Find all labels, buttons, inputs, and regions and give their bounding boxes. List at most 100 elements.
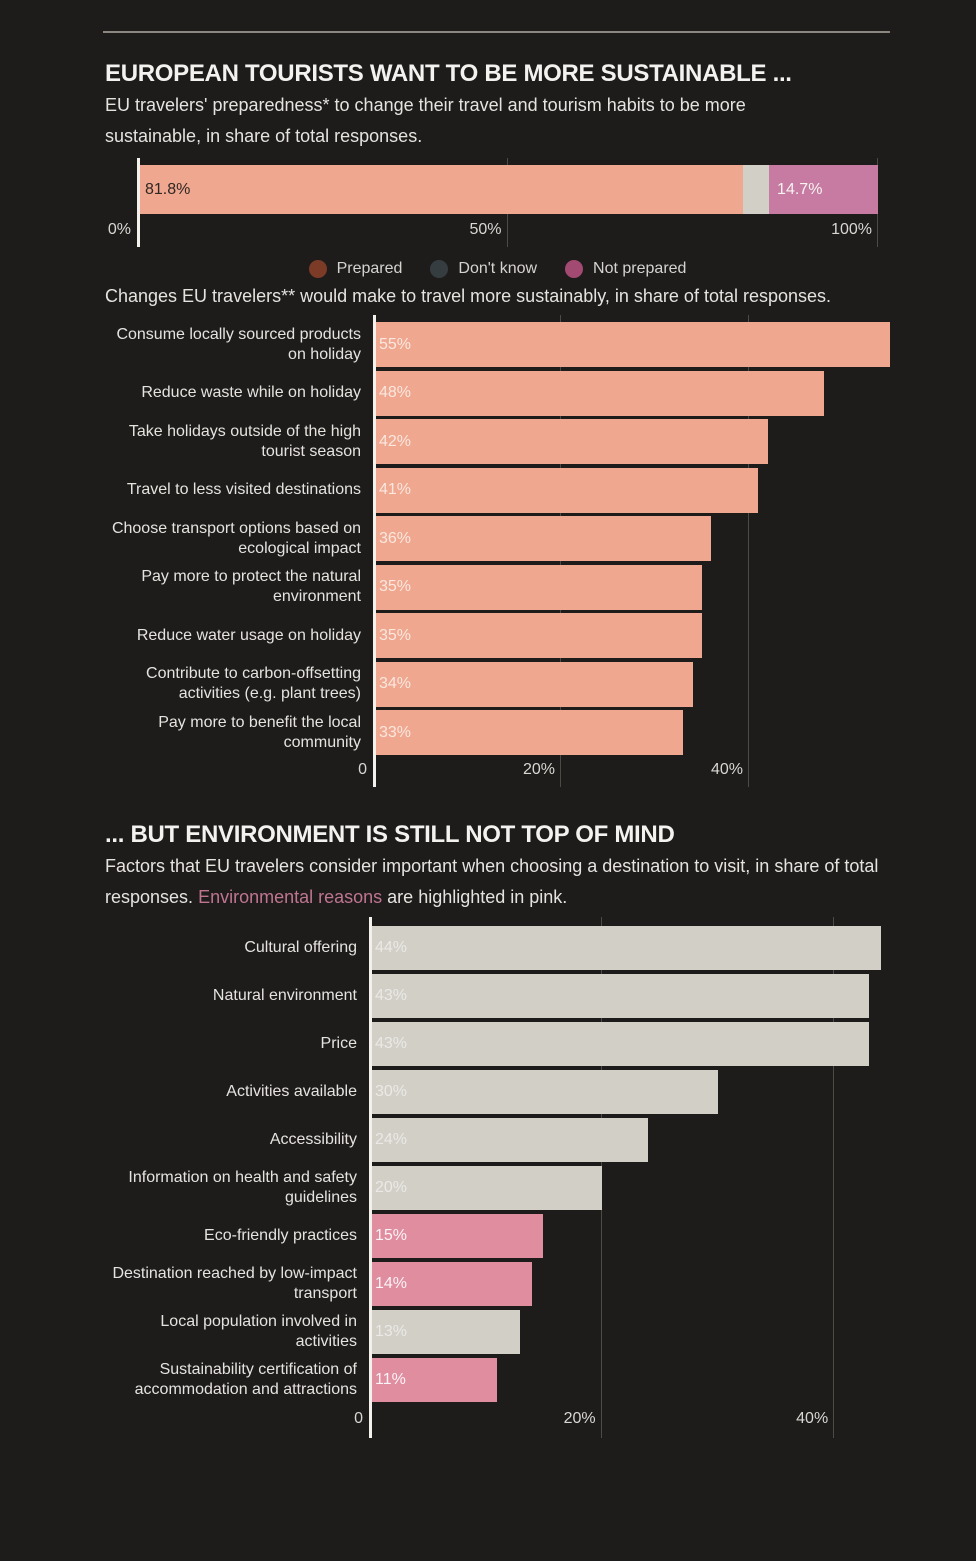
bar-value-label: 43% (375, 987, 408, 1004)
bar-value-label: 48% (379, 384, 412, 401)
changes-chart-intro: Changes EU travelers** would make to tra… (105, 286, 832, 306)
category-label: Pay more to benefit the local community (158, 713, 361, 751)
axis-line (369, 917, 372, 1438)
legend-item: Prepared (308, 260, 403, 278)
gridline (833, 917, 835, 1438)
bar: 36% (373, 516, 712, 561)
axis-tick-label: 20% (563, 1410, 596, 1427)
bar-row: Activities available 30% (105, 1070, 890, 1114)
bar: 43% (369, 1022, 870, 1066)
axis-tick-label: 50% (469, 221, 502, 238)
legend-label: Prepared (336, 260, 403, 277)
bar-value-label: 24% (375, 1131, 408, 1148)
bar-row: Take holidays outside of the high touris… (105, 419, 890, 464)
bar-value-label: 34% (379, 675, 412, 692)
category-label: Choose transport options based on ecolog… (111, 519, 361, 557)
legend-dot (430, 260, 449, 278)
bar-value-label: 33% (379, 723, 412, 741)
bar-rows: Cultural offering 44% Natural environment 4… (105, 917, 890, 1402)
bar-row: Travel to less visited destinations 41% (105, 467, 890, 513)
gridline (748, 315, 749, 787)
axis-line (373, 315, 376, 787)
category-label: Local population involved in activities (160, 1313, 357, 1350)
bar: 35% (373, 613, 702, 658)
bar: 13% (369, 1310, 521, 1354)
category-label: Activities available (226, 1083, 357, 1100)
legend-dot (308, 260, 327, 278)
bar: 30% (369, 1070, 718, 1114)
category-label: Cultural offering (244, 939, 357, 956)
bar: 15% (369, 1214, 544, 1258)
bar: 41% (373, 467, 759, 513)
content-column: EUROPEAN TOURISTS WANT TO BE MORE SUSTAI… (103, 0, 890, 1438)
category-label: Price (320, 1035, 357, 1052)
preparedness-stacked-bar-chart: 81.8% 14.7% 0% 50% 100% (108, 158, 878, 247)
bar: 48% (373, 370, 825, 416)
bar-value-label: 35% (379, 578, 412, 595)
bar-row: Reduce water usage on holiday 35% (105, 613, 890, 658)
axis-tick-label: 0% (107, 221, 131, 238)
top-rule (103, 31, 890, 33)
category-label: Reduce waste while on holiday (141, 384, 361, 401)
bar-value-label: 11% (375, 1371, 406, 1388)
legend-item: Not prepared (565, 260, 686, 278)
legend-dot (565, 260, 584, 278)
page-title: EUROPEAN TOURISTS WANT TO BE MORE SUSTAI… (105, 60, 792, 87)
bar-row: Cultural offering 44% (105, 926, 890, 970)
bar-segment-prepared: 81.8% (137, 165, 744, 214)
bar: 33% (373, 710, 684, 755)
axis-tick-row: 0 20% 40% (354, 1410, 890, 1432)
bar-value-label: 14% (375, 1275, 408, 1292)
bar-row: Information on health and safety guideli… (105, 1166, 890, 1210)
bar-value-label: 30% (375, 1083, 408, 1100)
bar: 35% (373, 564, 702, 610)
bar-row: Reduce waste while on holiday 48% (105, 370, 890, 416)
legend-item: Don't know (430, 260, 537, 278)
bar-value-label: 35% (379, 626, 412, 644)
bar-row: Pay more to protect the natural environm… (105, 564, 890, 610)
bar-segment-don-t-know (743, 165, 770, 214)
bar-value-label: 81.8% (145, 180, 191, 198)
intro-text-tail: are highlighted in pink. (382, 887, 568, 907)
bar-value-label: 44% (375, 939, 408, 956)
category-label: Natural environment (212, 987, 357, 1004)
section2-title: ... BUT ENVIRONMENT IS STILL NOT TOP OF … (105, 821, 675, 848)
axis-tick-label: 40% (796, 1410, 829, 1427)
stacked-bar: 81.8% 14.7% (137, 165, 878, 214)
category-label: Information on health and safety guideli… (128, 1169, 357, 1206)
bar-value-label: 15% (375, 1227, 408, 1244)
category-label: Travel to less visited destinations (126, 481, 361, 498)
category-label: Consume locally sourced products on holi… (116, 325, 361, 363)
bar: 24% (369, 1118, 649, 1162)
bar-row: Choose transport options based on ecolog… (105, 516, 890, 561)
bar: 42% (373, 419, 768, 464)
legend-label: Don't know (458, 260, 538, 277)
category-label: Eco-friendly practices (204, 1227, 357, 1244)
category-label: Reduce water usage on holiday (136, 626, 361, 644)
bar-value-label: 14.7% (777, 180, 823, 198)
bar-segment-not-prepared: 14.7% (769, 165, 878, 214)
category-label: Destination reached by low-impact transp… (112, 1265, 357, 1302)
bar-row: Destination reached by low-impact transp… (105, 1262, 890, 1306)
bar-value-label: 55% (379, 335, 412, 353)
category-label: Pay more to protect the natural environm… (141, 568, 361, 605)
bar-value-label: 43% (375, 1035, 408, 1052)
axis-line (137, 158, 140, 247)
bar-value-label: 20% (375, 1179, 408, 1196)
axis-tick-row: 0 20% 40% (358, 761, 890, 783)
legend-label: Not prepared (593, 260, 687, 277)
changes-bar-chart: Consume locally sourced products on holi… (105, 315, 890, 787)
bar-row: Accessibility 24% (105, 1118, 890, 1162)
bar-value-label: 41% (379, 481, 412, 498)
bar-row: Consume locally sourced products on holi… (105, 322, 890, 367)
category-label: Contribute to carbon-offsetting activiti… (146, 665, 361, 702)
bar-value-label: 36% (379, 529, 412, 547)
bar-row: Sustainability certification of accommod… (105, 1358, 890, 1402)
axis-tick-label: 100% (831, 221, 872, 238)
bar: 20% (369, 1166, 602, 1210)
category-label: Take holidays outside of the high touris… (128, 422, 361, 460)
preparedness-subtitle: EU travelers' preparedness* to change th… (105, 95, 746, 146)
axis-tick-label: 0 (358, 761, 367, 778)
bar: 55% (373, 322, 890, 367)
